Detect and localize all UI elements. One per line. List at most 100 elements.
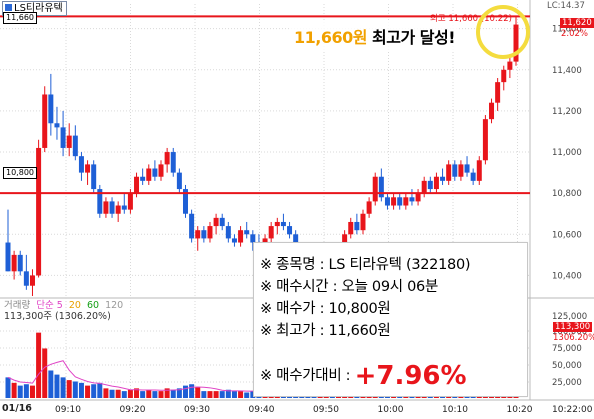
candle-body <box>397 197 403 206</box>
candle-body <box>489 102 495 120</box>
candle-body <box>250 234 256 243</box>
volume-bar <box>17 385 23 398</box>
volume-bar <box>134 388 140 398</box>
volume-bar <box>78 382 84 398</box>
candle-body <box>231 238 237 243</box>
candle-body <box>482 119 488 161</box>
candle-body <box>17 254 23 272</box>
candle-body <box>170 152 176 173</box>
volume-bar <box>54 374 60 398</box>
candle-body <box>458 164 464 177</box>
candle-body <box>440 176 446 181</box>
volume-bar <box>213 391 219 398</box>
volume-bar <box>115 389 121 398</box>
volume-bar <box>85 385 91 398</box>
volume-bar <box>91 384 97 398</box>
trade-info-box: ※ 종목명 : LS 티라유텍 (322180) ※ 매수시간 : 오늘 09시… <box>253 242 528 397</box>
lc-label: LC:14.37 <box>547 1 585 11</box>
candle-body <box>342 234 348 247</box>
stock-title: LS티라유텍 <box>14 3 63 14</box>
candle-body <box>127 193 133 210</box>
volume-bar <box>250 391 256 398</box>
candle-body <box>182 189 188 214</box>
volume-bar <box>42 348 48 398</box>
info-label: 매수가 : <box>276 301 329 317</box>
candle-body <box>78 156 84 173</box>
x-tick-right: 10:22:00 <box>552 405 593 415</box>
candle-body <box>176 172 182 190</box>
candle-body <box>476 160 482 181</box>
candle-body <box>464 164 470 173</box>
vol-right-tag: 113,300 <box>553 322 593 332</box>
candle-body <box>391 197 397 206</box>
volume-bar <box>109 389 115 398</box>
info-row-ratio: ※ 매수가대비 : +7.96% <box>260 357 467 391</box>
x-tick-label: 09:30 <box>184 405 210 415</box>
candle-body <box>201 230 207 239</box>
ma5-label: 단순 5 <box>36 300 63 311</box>
candle-body <box>48 94 54 124</box>
volume-bar <box>127 389 133 398</box>
vol-tick-label: 50,000 <box>552 361 582 371</box>
entry-level-tag: 10,800 <box>3 167 37 179</box>
volume-bar <box>182 385 188 398</box>
volume-bar <box>66 380 72 398</box>
candle-body <box>495 82 501 103</box>
volume-bar <box>170 389 176 398</box>
vol-tick-label: 75,000 <box>552 344 582 354</box>
info-row-high: ※ 최고가 : 11,660원 <box>260 319 391 340</box>
candle-body <box>66 135 72 148</box>
volume-name: 거래량 <box>4 300 31 311</box>
volume-bar <box>48 370 54 398</box>
volume-bar <box>238 391 244 398</box>
candle-body <box>360 213 366 231</box>
volume-bar <box>60 377 66 398</box>
y-tick-label: 10,400 <box>552 271 582 281</box>
candle-body <box>415 193 421 202</box>
candle-body <box>293 234 299 247</box>
ratio-value: +7.96% <box>354 361 467 391</box>
volume-bar <box>103 388 109 398</box>
info-label: 최고가 : <box>276 323 329 339</box>
volume-bar <box>225 389 231 398</box>
volume-bar <box>152 391 158 398</box>
candle-body <box>244 230 250 235</box>
y-tick-label: 11,000 <box>552 148 582 158</box>
candle-body <box>60 127 66 148</box>
vol-axis-top: 125,000 <box>552 312 588 322</box>
volume-bar <box>244 392 250 398</box>
info-row-buy: ※ 매수가 : 10,800원 <box>260 297 391 318</box>
candle-body <box>409 197 415 202</box>
volume-bar <box>201 391 207 398</box>
candle-body <box>446 164 452 181</box>
current-price-tag: 11,620 <box>560 18 594 28</box>
volume-bar <box>176 388 182 398</box>
candle-body <box>11 254 17 272</box>
candle-body <box>378 176 384 198</box>
volume-bar <box>195 386 201 398</box>
info-value: 11,660원 <box>328 323 391 339</box>
high-level-tag: 11,660 <box>3 12 37 24</box>
candle-body <box>354 221 360 231</box>
candle-body <box>29 275 35 286</box>
x-tick-label: 09:50 <box>313 405 339 415</box>
candle-body <box>152 168 158 177</box>
y-tick-label: 11,600 <box>552 25 582 35</box>
info-row-time: ※ 매수시간 : 오늘 09시 06분 <box>260 275 438 296</box>
candle-body <box>134 176 140 194</box>
high-annotation: 11,660원 최고가 달성! <box>291 22 459 50</box>
bullet: ※ <box>260 279 272 295</box>
candle-body <box>384 197 390 206</box>
y-tick-label: 10,600 <box>552 230 582 240</box>
vol-tick-label: 100,000 <box>552 327 587 337</box>
ma60-label: 60 <box>86 300 100 311</box>
candle-body <box>421 180 427 194</box>
bullet: ※ <box>260 368 272 384</box>
candle-body <box>36 147 42 276</box>
info-value: LS 티라유텍 (322180) <box>328 257 471 273</box>
candle-body <box>225 226 231 239</box>
candle-body <box>85 164 91 173</box>
info-value: 10,800원 <box>328 301 391 317</box>
volume-bar <box>146 389 152 398</box>
volume-bar <box>97 382 103 398</box>
